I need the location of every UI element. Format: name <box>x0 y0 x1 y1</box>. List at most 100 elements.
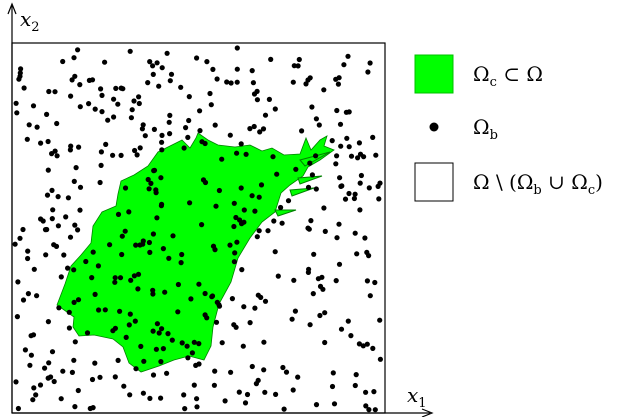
dot <box>321 205 327 211</box>
dot <box>126 209 132 215</box>
dot <box>231 223 237 230</box>
dot <box>335 81 341 87</box>
dot <box>234 45 240 51</box>
dot <box>71 299 77 305</box>
dot <box>333 76 339 82</box>
dot <box>181 392 187 398</box>
dot <box>92 291 98 297</box>
dot <box>121 383 127 389</box>
dot <box>72 339 78 345</box>
dot <box>309 172 315 178</box>
dot <box>30 397 36 403</box>
dot <box>31 266 37 272</box>
dot <box>13 379 19 385</box>
dot <box>112 275 118 281</box>
dot <box>200 177 207 183</box>
dot <box>150 291 156 297</box>
dot <box>156 330 162 336</box>
dot <box>367 60 373 66</box>
dot <box>179 251 185 258</box>
dot <box>89 77 96 83</box>
dot <box>140 390 146 396</box>
dot <box>65 265 71 271</box>
dot <box>15 405 21 412</box>
dot <box>54 153 60 159</box>
dot <box>96 307 102 313</box>
dot <box>291 63 297 69</box>
dot <box>34 293 40 299</box>
dot <box>358 172 364 179</box>
dot <box>151 168 157 174</box>
dot <box>25 255 31 262</box>
dot <box>133 242 139 248</box>
dot <box>241 304 247 310</box>
dot <box>142 133 148 139</box>
dot <box>228 80 234 86</box>
dot <box>249 193 255 199</box>
dot <box>89 275 95 281</box>
dot <box>185 355 191 361</box>
dot <box>12 241 18 247</box>
dot <box>148 180 154 186</box>
dot <box>112 374 118 380</box>
dot <box>254 97 260 103</box>
dot <box>102 59 108 65</box>
dot <box>45 167 51 173</box>
dot <box>52 89 58 95</box>
dot <box>345 53 351 59</box>
dot <box>42 365 48 371</box>
dot <box>158 175 164 181</box>
dot <box>175 281 181 288</box>
dot <box>186 117 192 124</box>
dot <box>117 275 124 281</box>
dot <box>137 145 143 151</box>
dot <box>75 297 82 303</box>
dot <box>169 337 175 343</box>
dot <box>212 368 218 374</box>
dot <box>212 122 218 128</box>
dot <box>58 274 64 280</box>
dot <box>92 360 98 366</box>
dot <box>278 204 284 211</box>
dot <box>28 352 34 358</box>
legend-label-omega-rest: Ω \ (Ωb ∪ Ωc) <box>473 170 603 198</box>
dot <box>214 76 220 82</box>
x-axis-arrow <box>421 408 434 417</box>
dot <box>138 343 144 349</box>
dot <box>44 192 51 198</box>
dot <box>103 141 109 147</box>
dot <box>197 108 203 114</box>
dot <box>44 226 50 233</box>
dot <box>196 281 202 287</box>
dot <box>150 231 156 237</box>
dot <box>258 182 265 188</box>
dot <box>353 372 359 378</box>
legend-label-omega-c: Ωc ⊂ Ω <box>473 62 543 90</box>
dot <box>305 269 311 275</box>
dot <box>89 376 96 383</box>
dot <box>20 297 27 303</box>
legend-item-omega-rest: Ω \ (Ωb ∪ Ωc) <box>414 162 603 202</box>
dot <box>299 128 305 134</box>
dot <box>365 69 371 75</box>
dot <box>17 70 23 76</box>
dot <box>272 249 278 255</box>
dot <box>268 56 274 63</box>
dot <box>249 363 255 370</box>
dot <box>25 248 31 254</box>
dot <box>92 106 98 112</box>
dot <box>13 100 19 106</box>
dot <box>305 225 311 231</box>
dot <box>227 132 233 138</box>
dot <box>336 221 342 227</box>
dot <box>283 369 290 375</box>
dot <box>65 195 71 201</box>
dot <box>363 389 369 395</box>
dot <box>66 309 72 315</box>
dot <box>334 235 340 241</box>
dot <box>135 271 142 277</box>
dot <box>376 196 382 202</box>
dot <box>343 109 349 115</box>
dot <box>362 235 368 241</box>
dot <box>165 331 171 337</box>
